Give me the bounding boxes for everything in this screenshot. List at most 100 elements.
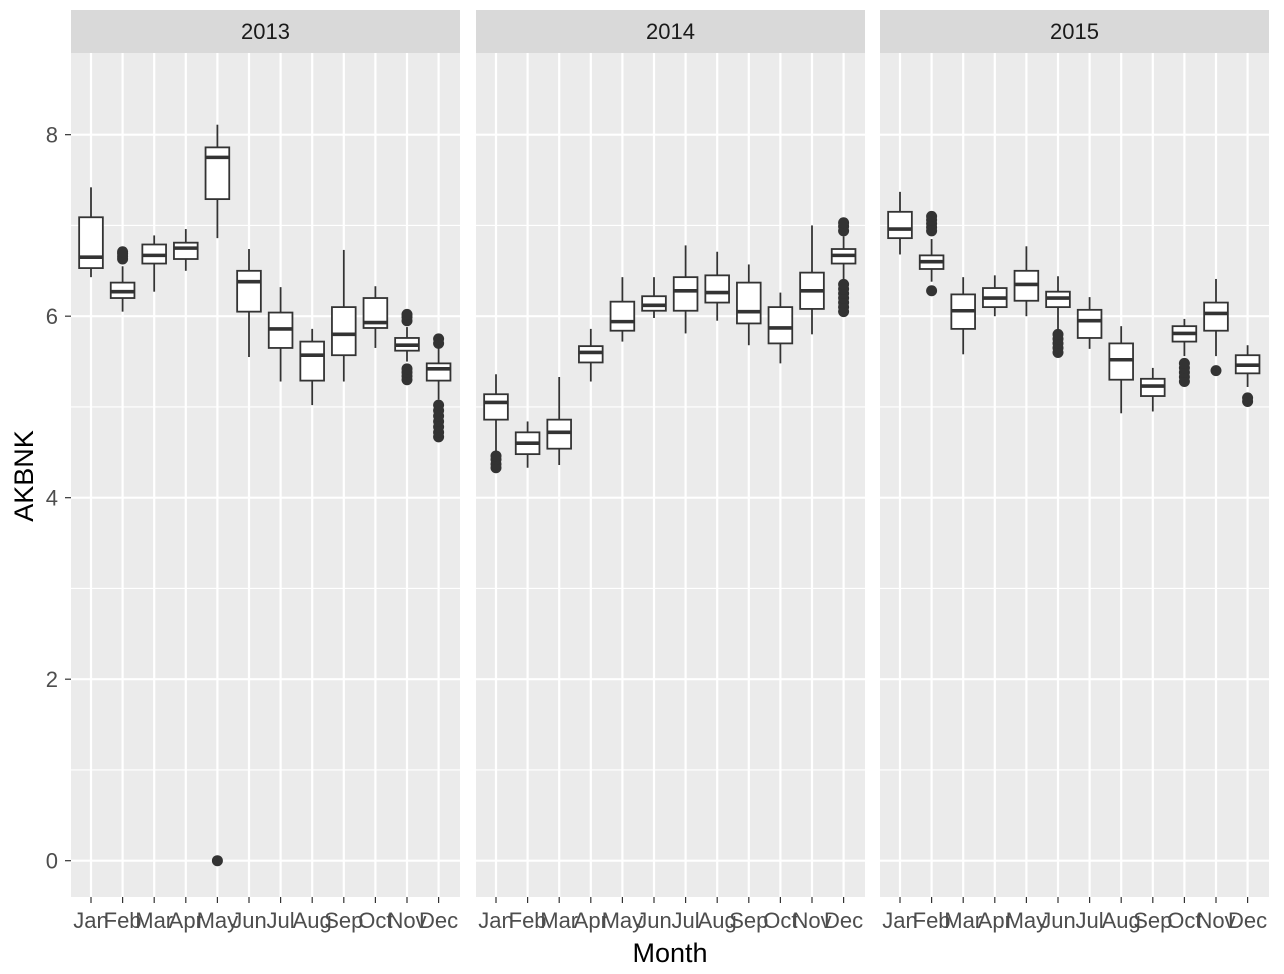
box-2013-Jun xyxy=(236,249,262,358)
x-tick-label: May xyxy=(602,908,644,933)
x-tick-label: Sep xyxy=(324,908,363,933)
box-body xyxy=(78,216,104,269)
x-tick-label: Jan xyxy=(478,908,513,933)
box-body xyxy=(483,393,509,421)
box-2014-Apr xyxy=(578,328,604,382)
x-tick-label: Sep xyxy=(1133,908,1172,933)
box-2015-Apr xyxy=(982,275,1008,317)
box-2013-Oct xyxy=(362,286,389,348)
outlier-point xyxy=(1052,328,1064,340)
x-tick-label: Nov xyxy=(792,908,831,933)
x-tick-label: Dec xyxy=(1228,908,1267,933)
x-tick-label: Feb xyxy=(104,908,142,933)
x-tick-label: Oct xyxy=(358,908,392,933)
outlier-point xyxy=(1178,357,1190,369)
box-body xyxy=(641,295,667,312)
box-body xyxy=(362,297,389,329)
x-tick-label: Aug xyxy=(1102,908,1141,933)
x-tick-label: Mar xyxy=(944,908,982,933)
box-2013-Apr xyxy=(173,229,199,271)
x-tick-label: Oct xyxy=(763,908,797,933)
box-2014-Dec xyxy=(830,217,857,318)
outlier-point xyxy=(926,285,938,297)
facet-strip xyxy=(880,10,1269,53)
box-body xyxy=(767,306,794,345)
facet-strip-label: 2013 xyxy=(241,19,290,44)
box-2013-Dec xyxy=(425,333,452,443)
outlier-point xyxy=(211,855,223,867)
box-body xyxy=(425,362,452,382)
box-body xyxy=(1076,308,1103,339)
box-2015-Jun xyxy=(1045,276,1071,358)
x-tick-label: Apr xyxy=(574,908,608,933)
box-2014-Jun xyxy=(641,277,667,318)
x-tick-label: Mar xyxy=(540,908,578,933)
box-body xyxy=(236,269,262,313)
box-2013-Aug xyxy=(299,328,325,406)
box-body xyxy=(546,418,572,450)
box-2014-Jan xyxy=(483,374,509,474)
y-tick-label: 0 xyxy=(46,849,58,874)
box-2015-Nov xyxy=(1203,278,1229,377)
x-tick-label: Nov xyxy=(387,908,426,933)
y-axis: 0 2 4 6 8 xyxy=(46,123,71,874)
x-tick-label: Jul xyxy=(672,908,700,933)
facet-strip-label: 2015 xyxy=(1050,19,1099,44)
x-tick-label: Mar xyxy=(135,908,173,933)
box-2014-May xyxy=(609,277,636,342)
facet-strip xyxy=(71,10,460,53)
box-2014-Jul xyxy=(672,245,699,334)
x-tick-label: Aug xyxy=(698,908,737,933)
y-tick-label: 2 xyxy=(46,667,58,692)
x-tick-label: Apr xyxy=(978,908,1012,933)
x-axis-title: Month xyxy=(632,938,707,968)
x-tick-label: Jan xyxy=(882,908,917,933)
panel-background xyxy=(71,53,460,897)
x-tick-label: Jun xyxy=(636,908,671,933)
box-2015-Dec xyxy=(1234,345,1261,407)
box-2015-Aug xyxy=(1108,326,1134,414)
y-tick-label: 4 xyxy=(46,486,58,511)
x-tick-label: Apr xyxy=(169,908,203,933)
box-body xyxy=(736,281,762,325)
box-2013-Jul xyxy=(267,287,294,382)
box-2015-Mar xyxy=(950,277,976,355)
box-2013-May xyxy=(204,124,231,867)
y-tick-label: 8 xyxy=(46,123,58,148)
outlier-point xyxy=(117,246,129,258)
x-tick-label: Nov xyxy=(1196,908,1235,933)
box-2014-Feb xyxy=(514,421,541,468)
facet-strip-label: 2014 xyxy=(646,19,695,44)
box-body xyxy=(173,241,199,260)
facet-strip xyxy=(476,10,865,53)
box-2015-Oct xyxy=(1171,318,1198,388)
box-2014-Aug xyxy=(704,251,730,321)
x-tick-label: Aug xyxy=(293,908,332,933)
x-tick-label: Jul xyxy=(1076,908,1104,933)
box-body xyxy=(704,274,730,304)
outlier-point xyxy=(490,450,502,462)
box-body xyxy=(1108,342,1134,381)
outlier-point xyxy=(838,217,850,229)
outlier-point xyxy=(1210,365,1222,377)
x-tick-label: Feb xyxy=(509,908,547,933)
x-tick-label: Dec xyxy=(419,908,458,933)
box-2013-Sep xyxy=(331,249,357,382)
box-2015-Feb xyxy=(918,210,945,297)
x-tick-label: Jun xyxy=(231,908,266,933)
box-2013-Feb xyxy=(109,246,136,312)
box-2014-Oct xyxy=(767,292,794,364)
box-2013-Jan xyxy=(78,187,104,278)
box-body xyxy=(609,300,636,332)
box-2015-Jul xyxy=(1076,297,1103,349)
outlier-point xyxy=(1242,392,1254,404)
outlier-point xyxy=(433,399,445,411)
box-2015-Jan xyxy=(887,191,913,255)
box-2015-May xyxy=(1013,246,1040,317)
x-tick-label: Oct xyxy=(1167,908,1201,933)
x-tick-label: Jun xyxy=(1040,908,1075,933)
